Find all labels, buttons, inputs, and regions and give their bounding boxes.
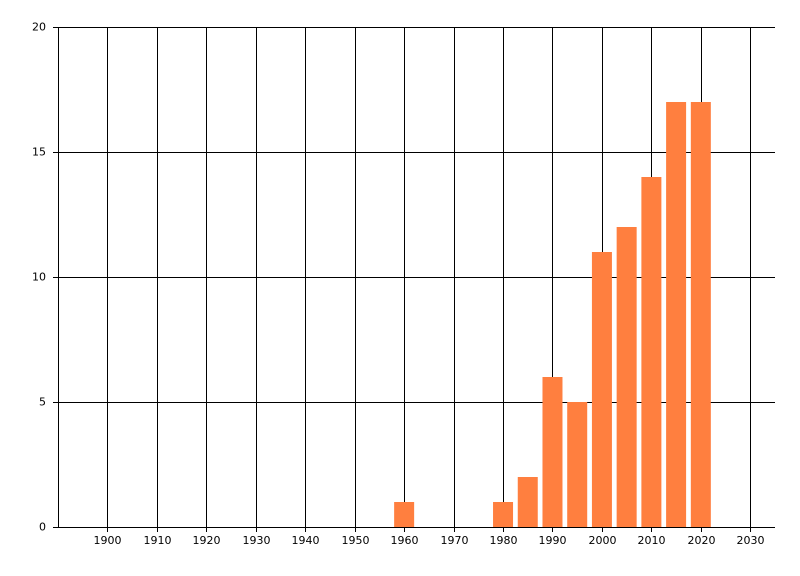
x-tick-label: 1910	[144, 534, 172, 547]
bar	[616, 227, 637, 527]
x-tick-label: 1970	[441, 534, 469, 547]
x-tick-label: 1990	[539, 534, 567, 547]
bar	[542, 377, 563, 527]
bar	[517, 477, 538, 527]
y-tick-label: 0	[39, 521, 46, 534]
x-tick-label: 1950	[342, 534, 370, 547]
bar	[567, 402, 588, 527]
x-tick-label: 2010	[638, 534, 666, 547]
bar	[493, 502, 514, 527]
x-tick-label: 2020	[688, 534, 716, 547]
x-tick-label: 2030	[737, 534, 765, 547]
bar	[641, 177, 662, 527]
bar	[666, 102, 687, 527]
x-tick-label: 1940	[292, 534, 320, 547]
y-tick-label: 5	[39, 396, 46, 409]
y-tick-label: 20	[32, 21, 46, 34]
x-tick-label: 1980	[490, 534, 518, 547]
x-tick-label: 1900	[94, 534, 122, 547]
y-tick-label: 10	[32, 271, 46, 284]
bar	[591, 252, 612, 527]
bar	[394, 502, 415, 527]
bar	[690, 102, 711, 527]
y-tick-label: 15	[32, 146, 46, 159]
x-tick-label: 1920	[193, 534, 221, 547]
x-tick-label: 2000	[589, 534, 617, 547]
x-tick-label: 1930	[243, 534, 271, 547]
x-tick-label: 1960	[391, 534, 419, 547]
